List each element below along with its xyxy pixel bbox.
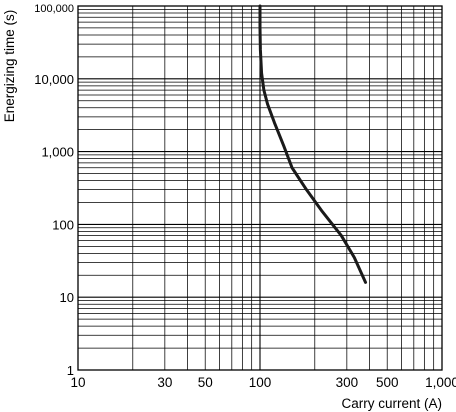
y-tick-label: 10,000 (34, 72, 74, 87)
x-tick-label: 50 (198, 375, 213, 390)
grid (78, 6, 442, 370)
x-tick-labels: 10 30 50 100 300 500 1,000 (70, 375, 456, 390)
y-tick-label: 100 (52, 217, 74, 232)
y-tick-label: 1 (67, 363, 74, 378)
x-tick-label: 30 (157, 375, 172, 390)
series-line-0 (258, 4, 368, 284)
y-tick-label: 10 (60, 290, 74, 305)
x-tick-label: 500 (376, 375, 399, 390)
y-axis-title: Energizing time (s) (2, 10, 17, 123)
y-tick-labels: 1 10 100 1,000 10,000 100,000 (34, 3, 74, 378)
y-tick-label: 1,000 (41, 145, 74, 160)
x-axis-title: Carry current (A) (341, 396, 442, 411)
x-tick-label: 100 (249, 375, 272, 390)
curve-layer (258, 4, 368, 284)
x-tick-label: 300 (336, 375, 359, 390)
x-tick-label: 10 (70, 375, 85, 390)
y-tick-label: 100,000 (34, 3, 74, 15)
x-tick-label: 1,000 (425, 375, 456, 390)
